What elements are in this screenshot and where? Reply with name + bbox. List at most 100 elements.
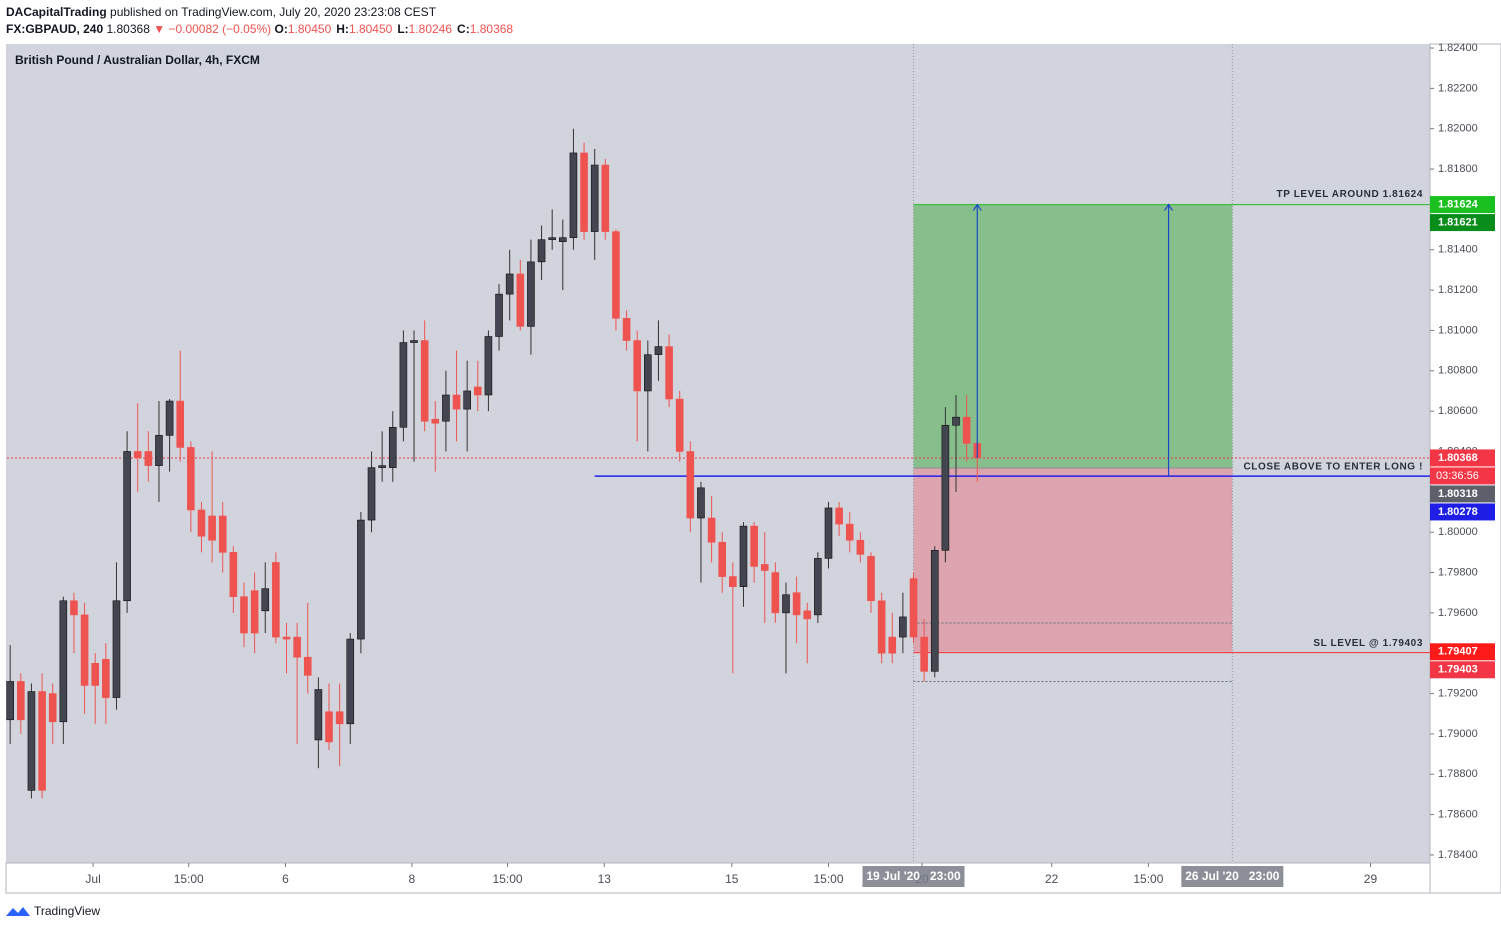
price-label-box [1430,661,1495,679]
price-label: 1.81621 [1438,216,1478,228]
candle-body [388,426,397,468]
countdown: 03:36:56 [1436,470,1479,482]
candle-body [410,340,418,343]
x-tick-label: 15:00 [813,872,843,886]
price-label-box [1430,196,1495,214]
candle-body [240,596,248,634]
candle-body [208,515,216,541]
time-marker-box [1181,866,1284,887]
y-tick-label: 1.82000 [1438,123,1478,135]
ohlc-label: L: [397,22,409,36]
header: DACapitalTrading published on TradingVie… [6,4,518,38]
y-tick-label: 1.79800 [1438,566,1478,578]
loss-zone [913,468,1233,652]
y-tick-label: 1.82200 [1438,82,1478,94]
candle-body [601,164,610,232]
price-label: 1.80278 [1438,506,1478,518]
x-tick-label: 15:00 [1133,872,1163,886]
candle-body [909,578,918,638]
candle-body [144,451,153,466]
candle-body [771,572,780,614]
candle-body [675,398,684,452]
time-marker-label: 26 Jul '20 23:00 [1185,869,1280,883]
candle-body [314,689,323,741]
candle-body [952,416,960,426]
candle-body [378,465,386,468]
y-tick-label: 1.79000 [1438,728,1478,740]
candle-body [325,711,333,743]
annotation: TP LEVEL AROUND 1.81624 [1277,189,1423,200]
price-label-box [1430,449,1495,467]
candle-body [197,509,206,537]
brand: TradingView [34,904,100,918]
candle-body [473,386,482,396]
y-tick-label: 1.78800 [1438,768,1478,780]
candle-body [888,636,897,654]
price-label-box [1430,485,1495,503]
candle-body [930,550,939,672]
y-tick-label: 1.80000 [1438,526,1478,538]
candle-body [218,515,227,553]
candle-body [112,600,121,698]
ohlc-value: 1.80450 [287,22,332,36]
candle-body [484,336,493,396]
profit-zone [913,204,1233,469]
candle-body [920,636,928,672]
time-marker-label: 19 Jul '20 23:00 [866,869,961,883]
x-tick-label: 6 [282,872,289,886]
plot [6,44,1430,863]
candle-body [750,525,758,567]
candle-body [803,610,812,620]
candle-body [187,447,195,511]
candle-body [867,556,875,602]
candle-body [420,340,429,422]
candle-body [899,616,907,638]
candle-body [814,558,822,616]
x-tick-label: 15:00 [493,872,523,886]
candle-body [559,237,567,242]
y-tick-label: 1.81200 [1438,284,1478,296]
candle-body [27,691,36,791]
price-label-box [1430,214,1495,232]
candle-body [697,487,705,519]
candle-body [102,658,110,698]
candle-body [463,390,471,410]
y-tick-label: 1.80800 [1438,365,1478,377]
candle-body [580,152,588,232]
arrow-head [972,203,982,211]
candle-body [729,576,737,587]
candle-body [155,435,163,466]
published: published on TradingView.com, July 20, 2… [110,5,437,19]
candle-body [176,400,185,448]
y-tick-label: 1.78600 [1438,808,1478,820]
candle-body [644,354,652,392]
candle-body [548,237,556,240]
candle-body [123,451,131,602]
arrow-head [1164,203,1174,211]
ohlc-label: H: [336,22,349,36]
candle-body [261,588,270,612]
ohlc-label: C: [457,22,470,36]
x-tick-label: 8 [409,872,416,886]
candle-body [707,517,716,543]
change: ▼ −0.00082 (−0.05%) [153,22,272,36]
candle-body [431,418,440,424]
y-tick-label: 1.81800 [1438,163,1478,175]
candle-body [70,600,78,616]
candle-body [739,525,748,587]
candle-body [622,318,631,341]
logo-icon [6,907,30,916]
candle-body [367,467,376,521]
candle-body [293,636,301,658]
y-tick-label: 1.79600 [1438,607,1478,619]
candle-body [282,636,291,640]
candle-body [17,681,25,721]
x-tick-label: 15 [725,872,739,886]
candle-body [590,164,599,232]
candle-body [941,424,950,551]
author: DACapitalTrading [6,5,107,19]
publish-line: DACapitalTrading published on TradingVie… [6,4,518,21]
candle-body [91,662,100,686]
ohlc-label: O: [274,22,288,36]
